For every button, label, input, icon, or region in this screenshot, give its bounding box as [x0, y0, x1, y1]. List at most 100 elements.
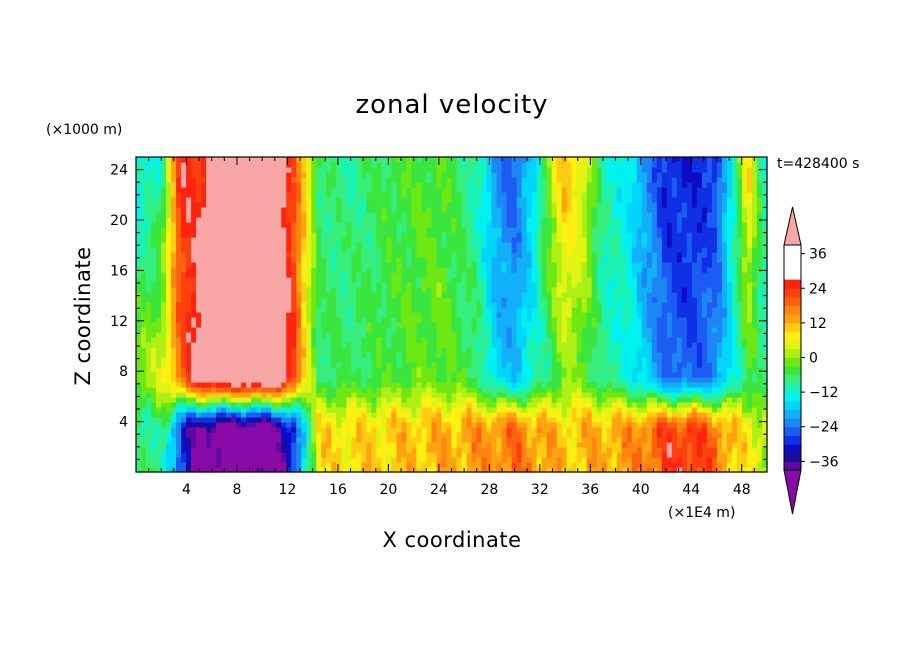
- heatmap-cell: [371, 362, 377, 368]
- heatmap-cell: [161, 197, 167, 203]
- heatmap-cell: [146, 432, 152, 438]
- heatmap-cell: [396, 347, 403, 353]
- heatmap-cell: [341, 172, 347, 178]
- heatmap-cell: [306, 207, 312, 213]
- heatmap-cell: [221, 222, 227, 228]
- heatmap-cell: [521, 462, 528, 468]
- heatmap-cell: [366, 212, 372, 218]
- heatmap-cell: [436, 392, 443, 398]
- heatmap-cell: [416, 402, 423, 408]
- heatmap-cell: [291, 332, 297, 338]
- heatmap-cell: [286, 442, 292, 448]
- heatmap-cell: [506, 462, 513, 468]
- heatmap-cell: [146, 412, 152, 418]
- heatmap-cell: [276, 237, 282, 243]
- heatmap-cell: [431, 427, 438, 433]
- heatmap-cell: [476, 212, 483, 218]
- heatmap-cell: [331, 297, 337, 303]
- heatmap-cell: [381, 187, 387, 193]
- heatmap-cell: [286, 187, 292, 193]
- heatmap-cell: [311, 167, 317, 173]
- heatmap-cell: [516, 457, 523, 463]
- heatmap-cell: [261, 242, 267, 248]
- heatmap-cell: [296, 207, 302, 213]
- heatmap-cell: [296, 342, 302, 348]
- heatmap-cell: [231, 457, 237, 463]
- heatmap-cell: [196, 222, 202, 228]
- heatmap-cell: [146, 367, 152, 373]
- heatmap-cell: [276, 347, 282, 353]
- heatmap-cell: [256, 322, 262, 328]
- heatmap-cell: [451, 242, 458, 248]
- heatmap-cell: [501, 182, 508, 188]
- heatmap-cell: [406, 382, 413, 388]
- heatmap-cell: [266, 392, 272, 398]
- heatmap-cell: [456, 467, 463, 473]
- heatmap-cell: [406, 282, 413, 288]
- heatmap-cell: [311, 267, 317, 273]
- heatmap-cell: [526, 372, 533, 378]
- heatmap-cell: [471, 287, 478, 293]
- heatmap-cell: [341, 247, 347, 253]
- heatmap-cell: [331, 412, 337, 418]
- heatmap-cell: [221, 262, 227, 268]
- heatmap-cell: [431, 377, 438, 383]
- heatmap-cell: [396, 272, 403, 278]
- heatmap-cell: [316, 422, 322, 428]
- heatmap-cell: [316, 182, 322, 188]
- heatmap-cell: [386, 462, 393, 468]
- heatmap-cell: [141, 377, 147, 383]
- heatmap-cell: [351, 432, 357, 438]
- heatmap-cell: [456, 342, 463, 348]
- heatmap-cell: [366, 427, 372, 433]
- heatmap-cell: [441, 272, 448, 278]
- heatmap-cell: [401, 377, 408, 383]
- heatmap-cell: [226, 397, 232, 403]
- heatmap-cell: [161, 217, 167, 223]
- heatmap-cell: [176, 357, 182, 363]
- heatmap-cell: [471, 207, 478, 213]
- heatmap-cell: [516, 207, 523, 213]
- heatmap-cell: [236, 172, 242, 178]
- heatmap-cell: [301, 247, 307, 253]
- heatmap-cell: [291, 422, 297, 428]
- heatmap-cell: [286, 277, 292, 283]
- heatmap-cell: [411, 397, 418, 403]
- heatmap-cell: [261, 322, 267, 328]
- heatmap-cell: [376, 462, 382, 468]
- heatmap-cell: [251, 432, 257, 438]
- heatmap-cell: [306, 407, 312, 413]
- heatmap-cell: [366, 192, 372, 198]
- heatmap-cell: [476, 277, 483, 283]
- heatmap-cell: [376, 202, 382, 208]
- heatmap-cell: [361, 442, 367, 448]
- heatmap-cell: [486, 372, 493, 378]
- heatmap-cell: [261, 277, 267, 283]
- heatmap-cell: [211, 337, 217, 343]
- heatmap-cell: [346, 412, 352, 418]
- heatmap-cell: [476, 282, 483, 288]
- heatmap-cell: [191, 232, 197, 238]
- heatmap-cell: [486, 302, 493, 308]
- heatmap-cell: [341, 197, 347, 203]
- heatmap-cell: [411, 317, 418, 323]
- heatmap-cell: [386, 252, 393, 258]
- heatmap-cell: [411, 322, 418, 328]
- heatmap-cell: [316, 257, 322, 263]
- heatmap-cell: [456, 442, 463, 448]
- heatmap-cell: [486, 317, 493, 323]
- heatmap-cell: [486, 257, 493, 263]
- heatmap-cell: [336, 392, 342, 398]
- heatmap-cell: [406, 287, 413, 293]
- heatmap-cell: [496, 397, 503, 403]
- heatmap-cell: [231, 162, 237, 168]
- heatmap-cell: [446, 382, 453, 388]
- heatmap-cell: [371, 402, 377, 408]
- heatmap-cell: [161, 367, 167, 373]
- heatmap-cell: [191, 287, 197, 293]
- heatmap-cell: [291, 197, 297, 203]
- heatmap-cell: [431, 352, 438, 358]
- heatmap-cell: [241, 387, 247, 393]
- heatmap-cell: [201, 377, 207, 383]
- heatmap-cell: [441, 197, 448, 203]
